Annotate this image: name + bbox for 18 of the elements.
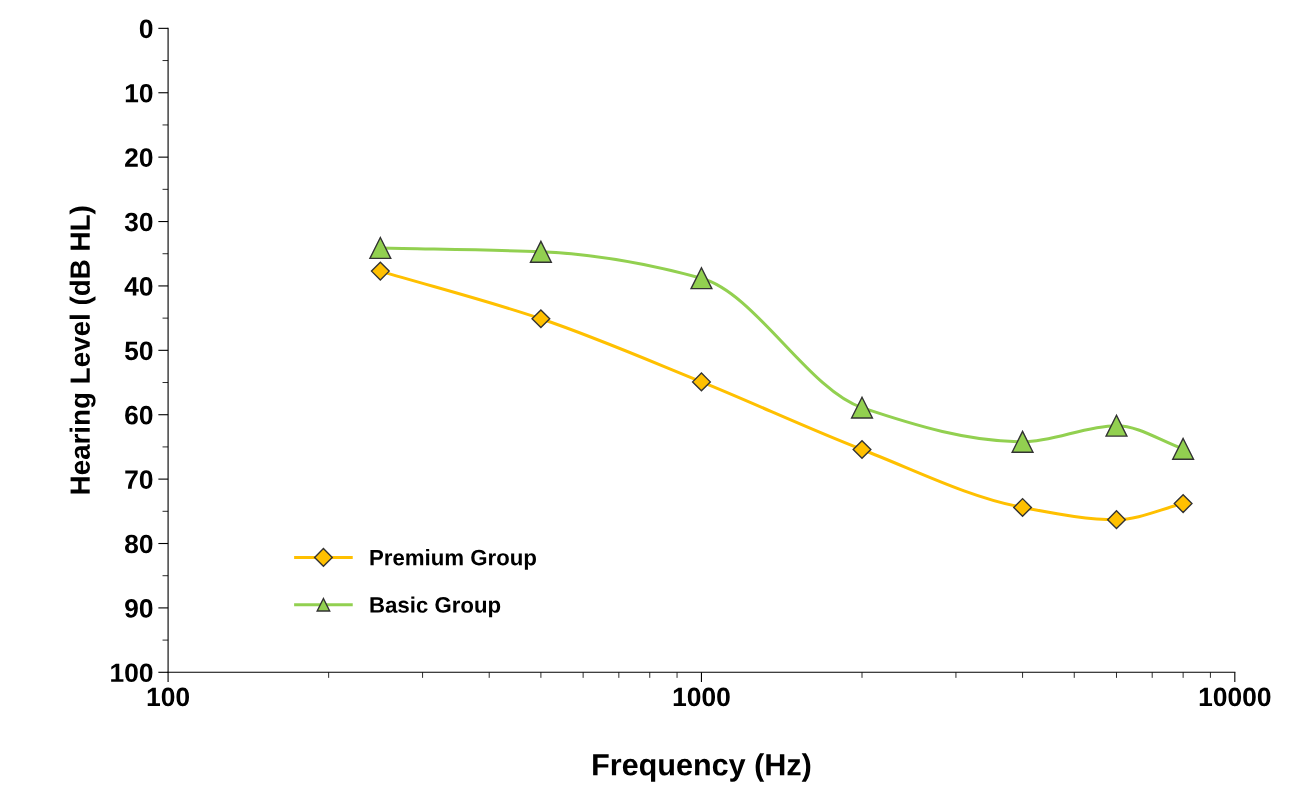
y-axis-title: Hearing Level (dB HL): [69, 206, 96, 494]
y-tick-label: 60: [125, 405, 153, 425]
y-tick-label: 100: [111, 663, 153, 683]
y-tick-label: 70: [125, 470, 153, 489]
y-tick-label: 40: [124, 277, 153, 296]
legend-label: Premium Group: [370, 549, 536, 570]
x-tick-label: 1000: [673, 687, 730, 707]
y-tick-label: 0: [139, 19, 153, 39]
legend-label: Basic Group: [370, 596, 501, 618]
x-tick-label: 10000: [1199, 687, 1271, 707]
y-tick-label: 80: [124, 534, 153, 554]
x-axis-title: Frequency (Hz): [593, 753, 811, 782]
y-tick-label: 10: [125, 83, 153, 103]
y-tick-label: 90: [125, 599, 153, 618]
y-tick-label: 20: [125, 148, 153, 167]
y-tick-label: 50: [124, 341, 153, 361]
y-tick-label: 30: [124, 212, 153, 232]
x-tick-label: 100: [147, 687, 190, 707]
